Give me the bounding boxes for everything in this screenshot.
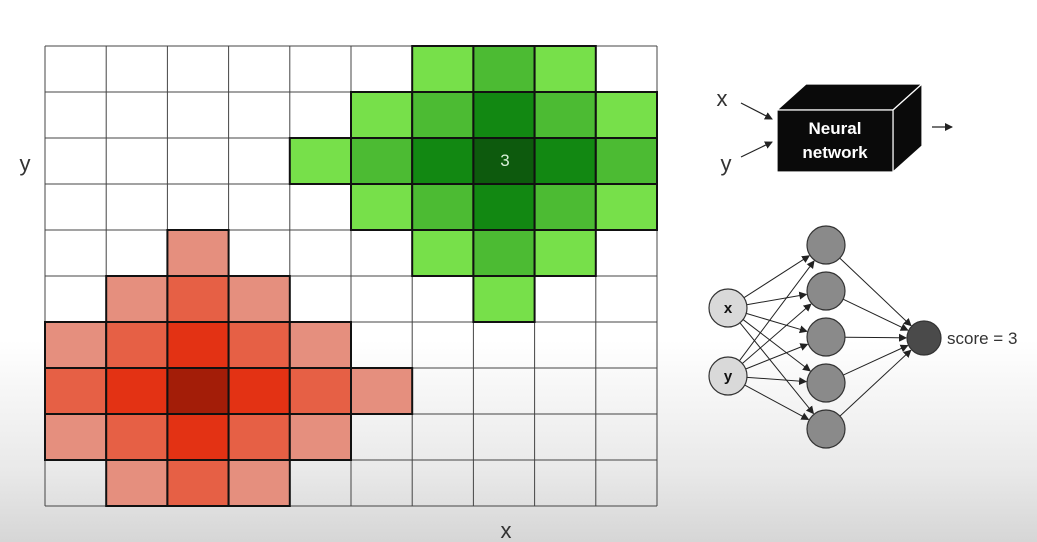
cluster-cells [44, 45, 658, 507]
input-node-x-label: x [724, 300, 733, 317]
network-edge [839, 349, 912, 417]
hidden-node [806, 409, 846, 449]
red-cluster-cell [227, 413, 291, 461]
red-cluster-cell [166, 321, 230, 369]
input-node-y [708, 356, 748, 396]
input-node-y-label: y [724, 368, 733, 385]
box-label-line2: network [802, 143, 868, 162]
green-cluster-cell [533, 91, 597, 139]
box-label-line1: Neural [809, 119, 862, 138]
red-cluster-cell [44, 413, 108, 461]
hidden-node [806, 363, 846, 403]
network-edge [746, 376, 808, 386]
network-nodes [708, 225, 942, 449]
red-cluster-cell [105, 275, 169, 323]
red-cluster-cell [44, 321, 108, 369]
network-edges [738, 255, 912, 420]
neural-network-graph: x y score = 3 [708, 225, 1017, 449]
red-cluster-cell [227, 459, 291, 507]
green-cluster-cell [594, 137, 658, 185]
network-edge [738, 260, 815, 362]
red-cluster-cell [166, 367, 230, 415]
box-input-y-label: y [721, 151, 732, 176]
green-cluster-cell [472, 45, 536, 93]
green-cluster-cell [350, 183, 414, 231]
green-cluster-cell [533, 45, 597, 93]
hidden-node [806, 225, 846, 265]
green-cluster-cell [411, 229, 475, 277]
xy-grid: 3 [44, 45, 658, 507]
network-edge [842, 298, 909, 331]
green-cluster-cell [533, 229, 597, 277]
network-edge [839, 257, 912, 327]
green-cluster-cell [472, 183, 536, 231]
red-cluster-cell [105, 321, 169, 369]
green-cluster-cell [533, 183, 597, 231]
network-edge [745, 343, 809, 370]
green-cluster-cell [594, 183, 658, 231]
red-cluster-cell [105, 367, 169, 415]
red-cluster-cell [166, 459, 230, 507]
neural-network-black-box: x y Neural network [717, 82, 953, 176]
green-cluster-cell [533, 137, 597, 185]
red-cluster-cell [288, 413, 352, 461]
green-cluster-cell [411, 183, 475, 231]
green-cluster-cell [411, 91, 475, 139]
green-cluster-cell [288, 137, 352, 185]
output-node [906, 320, 942, 356]
red-cluster-cell [227, 321, 291, 369]
red-cluster-cell [350, 367, 414, 415]
network-edge [844, 333, 908, 342]
green-center-value-label: 3 [500, 151, 509, 170]
input-node-x [708, 288, 748, 328]
hidden-node [806, 271, 846, 311]
red-cluster-cell [288, 321, 352, 369]
red-cluster-cell [105, 413, 169, 461]
green-cluster-cell [472, 229, 536, 277]
network-edge [746, 291, 808, 306]
red-cluster-cell [44, 367, 108, 415]
red-cluster-cell [288, 367, 352, 415]
red-cluster-cell [105, 459, 169, 507]
network-edge [744, 384, 810, 420]
red-cluster-cell [227, 367, 291, 415]
network-edge [746, 312, 808, 334]
green-cluster-cell [472, 91, 536, 139]
network-edge [742, 303, 812, 364]
box-input-x-arrow [740, 102, 773, 120]
box-input-x-label: x [717, 86, 728, 111]
grid-x-axis-label: x [501, 518, 512, 542]
green-cluster-cell [594, 91, 658, 139]
green-cluster-cell [411, 45, 475, 93]
green-cluster-cell [411, 137, 475, 185]
red-cluster-cell [166, 275, 230, 323]
green-cluster-cell [350, 91, 414, 139]
red-cluster-cell [227, 275, 291, 323]
network-edge [739, 322, 815, 415]
green-cluster-cell [350, 137, 414, 185]
box-input-y-arrow [740, 141, 773, 158]
red-cluster-cell [166, 229, 230, 277]
network-edge [742, 319, 811, 372]
network-edge [843, 344, 909, 376]
output-score-label: score = 3 [947, 329, 1017, 348]
box-front-face [776, 109, 894, 173]
network-edge [743, 255, 811, 299]
grid-y-axis-label: y [20, 151, 31, 176]
red-cluster-cell [166, 413, 230, 461]
hidden-node [806, 317, 846, 357]
green-cluster-cell [472, 275, 536, 323]
